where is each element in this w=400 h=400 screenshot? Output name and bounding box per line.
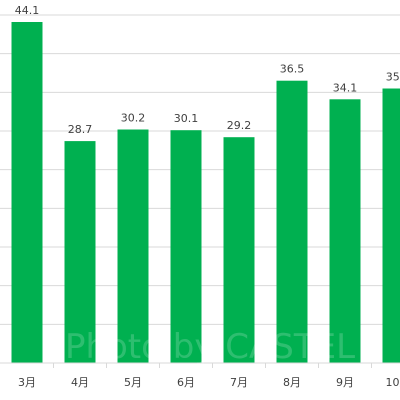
bar-6 (276, 80, 308, 363)
bar-7 (329, 99, 361, 364)
bar-1 (11, 22, 43, 363)
x-tick-labels: 3月 4月 5月 6月 7月 8月 9月 10月 (18, 376, 400, 389)
data-label-7: 34.1 (333, 81, 358, 94)
bar-3 (117, 129, 149, 363)
x-axis (0, 362, 400, 368)
x-tick-label-4: 6月 (177, 376, 195, 389)
data-label-5: 29.2 (227, 119, 252, 132)
x-tick-label-8: 10月 (386, 376, 400, 389)
data-label-1: 44.1 (15, 4, 40, 17)
data-label-6: 36.5 (280, 63, 305, 76)
bar-2 (64, 141, 96, 363)
watermark-text: Photo by CASTEL (65, 327, 355, 367)
data-label-4: 30.1 (174, 112, 199, 125)
bar-4 (170, 130, 202, 363)
x-tick-label-5: 7月 (230, 376, 248, 389)
x-tick-label-7: 9月 (336, 376, 354, 389)
x-tick-label-1: 3月 (18, 376, 36, 389)
data-label-3: 30.2 (121, 112, 146, 125)
bar-5 (223, 137, 255, 363)
bars (11, 22, 400, 364)
data-labels: 44.1 28.7 30.2 30.1 29.2 36.5 34.1 35.5 (15, 4, 400, 136)
x-tick-label-3: 5月 (124, 376, 142, 389)
x-tick-label-2: 4月 (71, 376, 89, 389)
data-label-2: 28.7 (68, 123, 93, 136)
x-tick-label-6: 8月 (283, 376, 301, 389)
bar-8 (382, 88, 400, 363)
data-label-8: 35.5 (386, 71, 400, 84)
